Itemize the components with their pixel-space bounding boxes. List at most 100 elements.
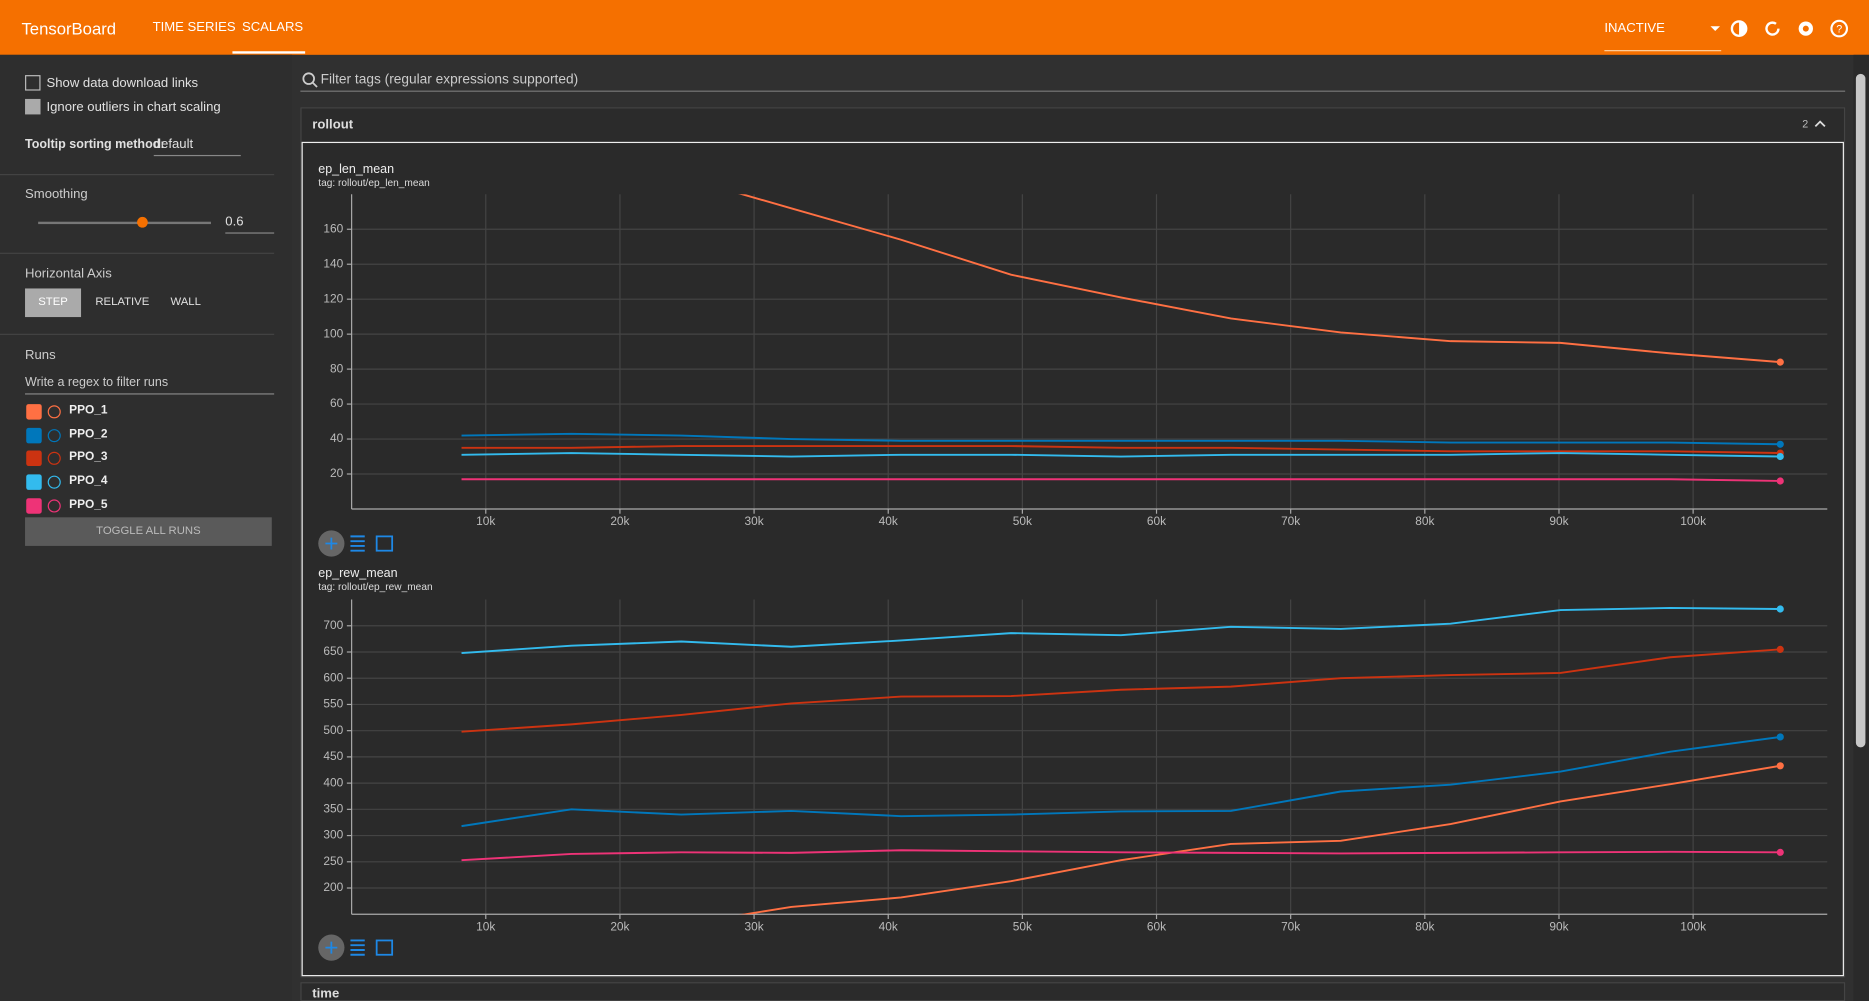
run-checkbox[interactable] <box>26 404 42 420</box>
chart-title: ep_rew_mean <box>318 566 398 581</box>
x-tick-label: 90k <box>1549 514 1568 528</box>
collapse-icon[interactable] <box>1812 116 1829 133</box>
y-tick-label: 60 <box>330 396 344 410</box>
series-line: PPO_1 <box>740 764 1781 915</box>
end-dot <box>1776 848 1784 856</box>
y-tick-label: 100 <box>323 326 343 340</box>
end-dot <box>1776 605 1784 613</box>
x-tick-label: 30k <box>744 919 763 933</box>
end-dot <box>1776 733 1784 741</box>
series-line: PPO_3 <box>461 445 1781 454</box>
run-checkbox[interactable] <box>26 474 42 491</box>
series-line: PPO_5 <box>461 849 1781 862</box>
x-tick-label: 10k <box>476 514 495 528</box>
end-dot <box>1776 358 1784 366</box>
x-tick-label: 80k <box>1415 514 1434 528</box>
run-name: PPO_3 <box>69 451 108 465</box>
checkbox-label: Ignore outliers in chart scaling <box>46 100 221 115</box>
y-tick-label: 20 <box>330 466 344 480</box>
group-count: 2 <box>1802 118 1809 130</box>
divider <box>0 174 275 176</box>
label: Tooltip sorting method: <box>25 137 165 152</box>
x-tick-label: 100k <box>1680 919 1706 933</box>
y-tick-label: 300 <box>323 828 343 842</box>
smoothing-input[interactable]: 0.6 <box>225 215 275 234</box>
chart-controls[interactable] <box>317 529 400 558</box>
tag-filter[interactable]: Filter tags (regular expressions support… <box>320 72 579 88</box>
y-tick-label: 700 <box>323 618 343 632</box>
checkbox-label: Show data download links <box>46 76 199 91</box>
group-title[interactable]: time <box>312 986 340 1001</box>
status[interactable]: INACTIVE <box>1604 21 1665 36</box>
end-dot <box>1776 452 1784 461</box>
tab[interactable]: SCALARS <box>241 20 304 35</box>
card-body <box>301 141 1844 977</box>
y-tick-label: 650 <box>323 644 343 658</box>
y-tick-label: 400 <box>323 775 343 789</box>
checkbox[interactable] <box>25 75 41 91</box>
x-tick-label: 60k <box>1147 919 1166 933</box>
chart-subtitle: tag: rollout/ep_len_mean <box>318 176 430 189</box>
top-bar <box>0 0 1869 55</box>
run-checkbox[interactable] <box>26 497 42 514</box>
runs-filter[interactable]: Write a regex to filter runs <box>25 375 275 395</box>
toggle-button[interactable]: TOGGLE ALL RUNS <box>25 517 272 546</box>
divider <box>0 333 275 335</box>
y-tick-label: 450 <box>323 749 343 763</box>
run-name: PPO_1 <box>69 404 108 418</box>
x-tick-label: 70k <box>1281 919 1300 933</box>
run-color[interactable] <box>47 475 61 489</box>
x-tick-label: 60k <box>1147 514 1166 528</box>
tab[interactable]: TIME SERIES <box>152 20 236 35</box>
y-tick-label: 250 <box>323 854 343 868</box>
axis-button[interactable]: WALL <box>170 295 201 309</box>
run-color[interactable] <box>47 452 61 466</box>
toolbar-icons[interactable]: ? <box>1705 14 1860 43</box>
run-name: PPO_4 <box>69 474 108 488</box>
x-tick-label: 20k <box>610 919 629 933</box>
x-tick-label: 40k <box>879 919 898 933</box>
x-tick-label: 50k <box>1013 514 1032 528</box>
run-checkbox[interactable] <box>26 451 42 467</box>
divider <box>0 252 275 254</box>
slider-track <box>38 221 211 225</box>
end-dot <box>1776 645 1784 653</box>
run-name: PPO_2 <box>69 427 108 441</box>
run-name: PPO_5 <box>69 497 108 512</box>
series-line: PPO_4 <box>461 452 1781 458</box>
x-tick-label: 80k <box>1415 919 1434 933</box>
y-tick-label: 550 <box>323 697 343 711</box>
scrollbar-thumb[interactable] <box>1855 73 1866 748</box>
series-line: PPO_5 <box>461 478 1781 482</box>
label: Horizontal Axis <box>25 266 112 282</box>
run-color[interactable] <box>47 428 61 442</box>
end-dot <box>1776 477 1784 485</box>
dropdown[interactable]: default <box>153 137 241 157</box>
y-tick-label: 160 <box>323 221 343 235</box>
checkbox[interactable] <box>25 98 41 115</box>
y-tick-label: 80 <box>330 361 344 375</box>
axis-button[interactable]: STEP <box>25 288 82 318</box>
axis-button[interactable]: RELATIVE <box>95 295 150 309</box>
x-tick-label: 20k <box>610 514 629 528</box>
y-tick-label: 40 <box>330 431 344 445</box>
svg-text:?: ? <box>1836 24 1842 36</box>
y-tick-label: 200 <box>323 880 343 894</box>
y-tick-label: 600 <box>323 670 343 684</box>
chart-controls[interactable] <box>317 933 400 962</box>
slider-thumb[interactable] <box>136 216 148 228</box>
chart-title: ep_len_mean <box>318 162 395 177</box>
run-color[interactable] <box>47 499 61 513</box>
series-line: PPO_4 <box>461 606 1781 655</box>
series-line: PPO_2 <box>461 432 1781 446</box>
run-color[interactable] <box>47 405 61 419</box>
run-checkbox[interactable] <box>26 427 42 444</box>
group-title[interactable]: rollout <box>312 118 354 133</box>
filter-underline <box>300 90 1846 92</box>
label: Runs <box>25 348 56 363</box>
x-tick-label: 40k <box>879 514 898 528</box>
chart-subtitle: tag: rollout/ep_rew_mean <box>318 580 433 593</box>
x-tick-label: 30k <box>744 514 763 528</box>
